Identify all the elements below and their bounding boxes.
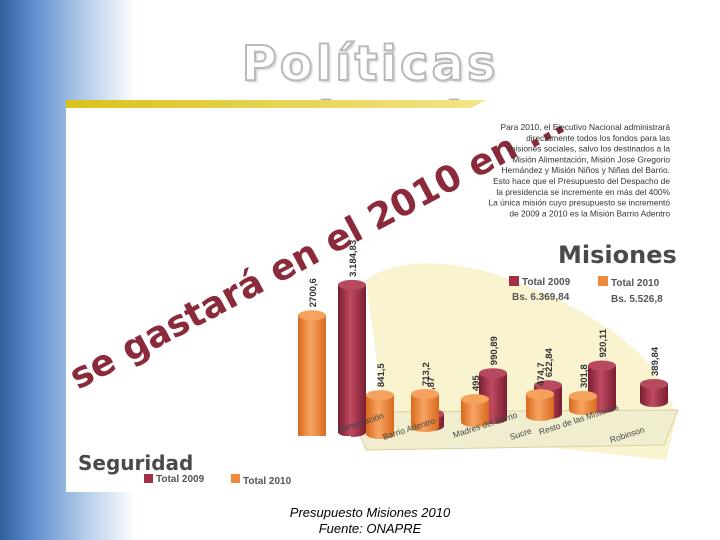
seguridad-swatch-2009	[144, 474, 153, 483]
bar-2009	[338, 279, 366, 437]
description-line: de 2009 a 2010 es la Misión Barrio Adent…	[509, 208, 670, 218]
value-label-2010: 713,2	[421, 362, 432, 386]
description-line: Esto hace que el Presupuesto del Despach…	[493, 176, 670, 186]
caption-line-1: Presupuesto Misiones 2010	[289, 505, 451, 520]
description-line: Para 2010, el Ejecutivo Nacional adminis…	[501, 122, 671, 132]
bar-2010	[526, 389, 554, 421]
description-line: misiones sociales, salvo los destinados …	[508, 144, 670, 154]
value-label-2010: 474,7	[536, 362, 547, 386]
legend-label-2009: Total 2009	[522, 277, 571, 288]
value-label-2009: 920,11	[598, 328, 609, 357]
value-label-2010: 2700,6	[308, 278, 319, 307]
value-label-2009: 622,84	[544, 347, 555, 377]
value-label-2010: 841,5	[376, 363, 387, 387]
seguridad-title: Seguridad	[78, 451, 193, 475]
description-text: Para 2010, el Ejecutivo Nacional adminis…	[488, 122, 670, 218]
bar-2010	[411, 389, 439, 432]
seguridad-swatch-2010	[231, 474, 240, 483]
description-line: Misión Alimentación, Misión José Gregori…	[512, 154, 670, 164]
value-label-2010: 301,8	[579, 364, 590, 388]
seguridad-legend-2010: Total 2010	[243, 476, 292, 487]
description-line: directamente todos los fondos para las	[526, 133, 670, 143]
value-label-2009: 3.184,83	[348, 240, 359, 277]
legend-swatch-2009	[509, 276, 519, 286]
seguridad-panel	[66, 436, 351, 492]
value-label-2009: 990,89	[489, 336, 500, 365]
value-label-2010: 495	[471, 375, 482, 392]
legend-total-2010: Bs. 5.526,8	[611, 294, 663, 305]
bar-2010	[569, 391, 597, 415]
top-stripe	[66, 100, 486, 108]
legend-label-2010: Total 2010	[611, 278, 660, 289]
value-label-2009: 389,84	[650, 346, 661, 376]
bar-2010	[366, 390, 394, 439]
legend-swatch-2010	[598, 276, 608, 286]
legend-total-2009: Bs. 6.369,84	[512, 292, 570, 303]
bar-2009	[640, 378, 668, 407]
misiones-chart: se gastará en el 2010 en ... Para 2010, …	[66, 100, 679, 492]
seguridad-legend-2009: Total 2009	[156, 474, 205, 485]
description-line: la presidencia se incremente en más del …	[496, 187, 670, 197]
description-line: Hernández y Misión Niños y Niñas del Bar…	[501, 165, 670, 175]
caption-line-2: Fuente: ONAPRE	[318, 521, 422, 536]
description-line: La única misión cuyo presupuesto se incr…	[488, 198, 670, 208]
bar-2010	[298, 310, 326, 445]
bar-2010	[461, 394, 489, 427]
infographic-card: se gastará en el 2010 en ... Para 2010, …	[66, 100, 686, 492]
slide-caption: Presupuesto Misiones 2010 Fuente: ONAPRE	[240, 505, 500, 537]
misiones-title: Misiones	[558, 241, 677, 269]
